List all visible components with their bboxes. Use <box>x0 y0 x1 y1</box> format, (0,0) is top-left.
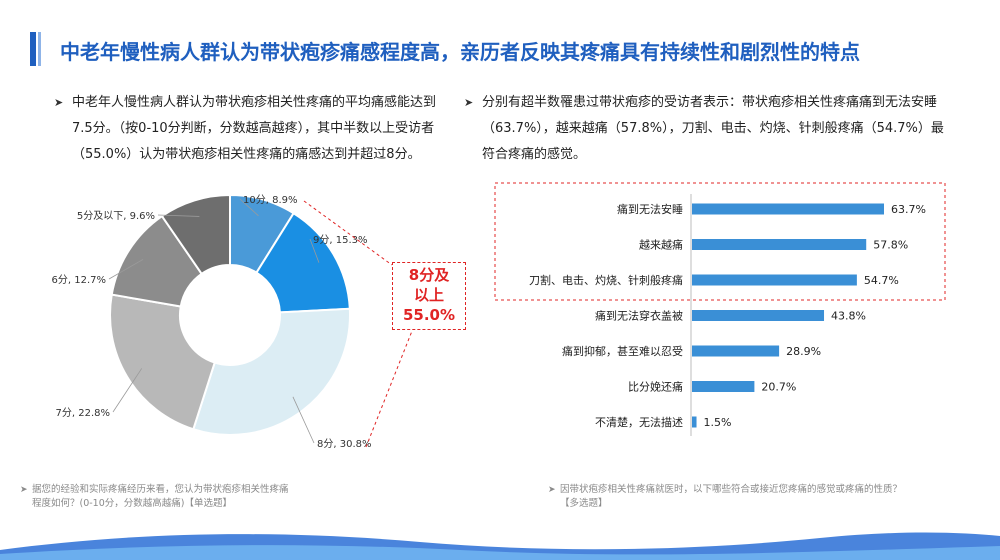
bar-chart: 痛到无法安睡 63.7% 越来越痛 57.8% 刀割、电击、灼烧、针刺般疼痛 54.7% 痛… <box>494 182 946 436</box>
bar <box>692 274 857 286</box>
callout-box <box>392 262 466 330</box>
slice-label: 10分, 8.9% <box>243 194 298 206</box>
right-footnote: ➤ 因带状疱疹相关性疼痛就医时，以下哪些符合或接近您疼痛的感觉或疼痛的性质？【多… <box>548 483 920 511</box>
slice-label: 7分, 22.8% <box>56 407 111 419</box>
arrow-bullet-icon: ➤ <box>20 485 28 495</box>
arrow-bullet-icon: ➤ <box>464 96 474 109</box>
bar-category-label: 比分娩还痛 <box>628 380 683 394</box>
bar-category-label: 不清楚，无法描述 <box>595 415 683 429</box>
bar <box>692 416 697 428</box>
bar <box>692 203 884 215</box>
bar-value-label: 43.8% <box>831 310 866 323</box>
callout-label: 8分及 以上 55.0% <box>392 265 466 325</box>
slice-leader-line <box>112 368 143 413</box>
left-bullet-block: ➤ 中老年人慢性病人群认为带状疱疹相关性疼痛的平均痛感能达到7.5分。（按0-1… <box>54 90 452 168</box>
title-accent-bar-light <box>38 32 41 66</box>
bar-value-label: 63.7% <box>891 203 926 216</box>
slice-label: 5分及以下, 9.6% <box>77 210 155 222</box>
bar-value-label: 57.8% <box>873 239 908 252</box>
left-footnote-text: 据您的经验和实际疼痛经历来看，您认为带状疱疹相关性疼痛程度如何？(0-10分，分… <box>32 484 289 509</box>
donut-chart: 10分, 8.9% 9分, 15.3% 8分, 30.8% 7分, 22.8% 6分, … <box>52 193 413 450</box>
bar <box>692 345 780 357</box>
slice-label: 6分, 12.7% <box>52 274 107 286</box>
slice-leader-line <box>157 214 200 217</box>
bar-category-label: 痛到抑郁，甚至难以忍受 <box>562 344 683 358</box>
bar-category-label: 痛到无法安睡 <box>617 202 683 216</box>
arrow-bullet-icon: ➤ <box>548 485 556 495</box>
slice-label: 9分, 15.3% <box>313 234 368 246</box>
bar <box>692 381 755 392</box>
callout-connector <box>365 330 413 448</box>
slice-label: 8分, 30.8% <box>317 438 372 450</box>
callout-line1: 8分及 <box>408 266 450 284</box>
bar-value-label: 1.5% <box>704 416 732 429</box>
title-accent-bar <box>30 32 36 66</box>
bar-value-label: 20.7% <box>761 381 796 394</box>
bar <box>692 310 825 321</box>
bar-category-label: 刀割、电击、灼烧、针刺般疼痛 <box>529 273 683 287</box>
right-bullet-text: 分别有超半数罹患过带状疱疹的受访者表示：带状疱疹相关性疼痛痛到无法安睡（63.7… <box>482 95 944 162</box>
decorative-wave <box>0 532 1000 560</box>
left-footnote: ➤ 据您的经验和实际疼痛经历来看，您认为带状疱疹相关性疼痛程度如何？(0-10分… <box>20 483 292 511</box>
right-bullet-block: ➤ 分别有超半数罹患过带状疱疹的受访者表示：带状疱疹相关性疼痛痛到无法安睡（63… <box>464 90 952 168</box>
donut-slice <box>160 193 231 276</box>
donut-slice <box>192 307 351 436</box>
donut-slice <box>109 293 216 431</box>
bar-category-label: 越来越痛 <box>639 238 683 252</box>
right-footnote-text: 因带状疱疹相关性疼痛就医时，以下哪些符合或接近您疼痛的感觉或疼痛的性质？【多选题… <box>560 484 903 509</box>
slice-leader-line <box>239 198 259 217</box>
bar-value-label: 28.9% <box>786 345 821 358</box>
callout-line2: 以上 <box>413 286 444 304</box>
arrow-bullet-icon: ➤ <box>54 96 64 109</box>
callout-connector <box>303 200 393 266</box>
slice-leader-line <box>292 396 315 444</box>
page-title: 中老年慢性病人群认为带状疱疹痛感程度高，亲历者反映其疼痛具有持续性和剧烈性的特点 <box>60 40 860 64</box>
left-bullet-text: 中老年人慢性病人群认为带状疱疹相关性疼痛的平均痛感能达到7.5分。（按0-10分… <box>72 95 437 162</box>
slice-leader-line <box>108 258 144 280</box>
callout-line3: 55.0% <box>402 306 456 324</box>
highlight-box <box>494 182 946 301</box>
bar-category-label: 痛到无法穿衣盖被 <box>595 309 683 323</box>
slice-leader-line <box>309 238 320 263</box>
bar-value-label: 54.7% <box>864 274 899 287</box>
bar <box>692 239 867 250</box>
